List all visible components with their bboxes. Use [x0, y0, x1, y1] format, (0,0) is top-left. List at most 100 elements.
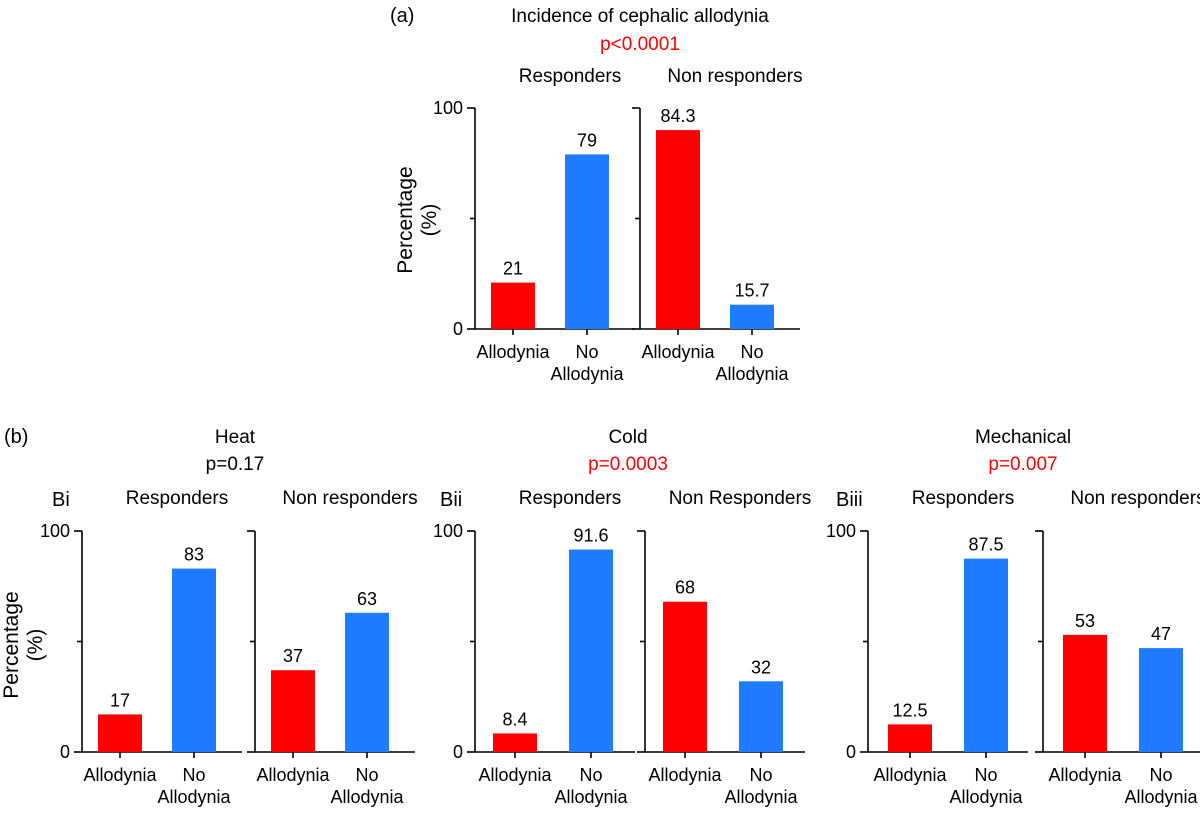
data-label: 37 [283, 646, 303, 666]
y-tick-label-100: 100 [433, 521, 463, 541]
data-label: 68 [675, 578, 695, 598]
category-label: Allodynia [550, 364, 624, 384]
data-label: 8.4 [502, 709, 527, 729]
category-label: Allodynia [873, 765, 947, 785]
chart-title: Mechanical [975, 427, 1071, 448]
category-label: Allodynia [554, 787, 628, 807]
category-label: No [749, 765, 772, 785]
y-axis-label: Percentage (%) [394, 166, 441, 273]
data-label: 53 [1075, 611, 1095, 631]
group-title: Non Responders [669, 488, 812, 509]
category-label: No [182, 765, 205, 785]
y-tick-label-100: 100 [433, 98, 463, 118]
category-label: Allodynia [1048, 765, 1122, 785]
y-axis-label-line2: (%) [418, 204, 441, 237]
category-label: No [575, 342, 598, 362]
category-label: No [974, 765, 997, 785]
panel-tag: (b) [4, 426, 28, 448]
bar-allodynia [888, 724, 932, 752]
data-label: 21 [503, 259, 523, 279]
panel-tag: (a) [390, 5, 414, 27]
data-label: 32 [751, 657, 771, 677]
data-label: 15.7 [734, 281, 769, 301]
bar-no-allodynia [739, 681, 783, 752]
category-label: Allodynia [83, 765, 157, 785]
category-label: No [740, 342, 763, 362]
data-label: 17 [110, 690, 130, 710]
group-title: Responders [519, 488, 621, 509]
bar-allodynia [493, 733, 537, 752]
chart-title: Incidence of cephalic allodynia [511, 6, 769, 27]
category-label: Allodynia [724, 787, 798, 807]
data-label: 84.3 [660, 106, 695, 126]
chart-panel-3: Bii Cold p=0.0003 Responders 100 0 8.4 Allodyni… [433, 427, 811, 807]
category-label: Allodynia [715, 364, 789, 384]
data-label: 83 [184, 545, 204, 565]
category-label: No [1149, 765, 1172, 785]
y-tick-label-0: 0 [60, 742, 70, 762]
bar-allodynia [271, 670, 315, 752]
y-axis-label-line1: Percentage [0, 591, 23, 698]
data-label: 91.6 [573, 526, 608, 546]
group-title: Non responders [667, 66, 802, 87]
group-title: Responders [912, 488, 1014, 509]
bar-allodynia [1063, 634, 1107, 752]
y-tick-label-100: 100 [40, 521, 70, 541]
y-tick-label-0: 0 [453, 742, 463, 762]
bar-allodynia [491, 282, 535, 329]
data-label: 79 [577, 130, 597, 150]
group-title: Responders [126, 488, 228, 509]
bar-no-allodynia [345, 612, 389, 752]
category-label: No [355, 765, 378, 785]
p-value: p=0.007 [988, 454, 1057, 475]
category-label: Allodynia [476, 342, 550, 362]
p-value: p<0.0001 [600, 34, 680, 55]
chart-panel-1: (a) Incidence of cephalic allodynia p<0.00… [390, 5, 803, 384]
bar-no-allodynia [1139, 648, 1183, 752]
bar-group-1: Responders10008.4Allodynia91.6NoAllodyni… [433, 488, 635, 807]
bar-allodynia [663, 601, 707, 752]
group-title: Non responders [1070, 488, 1200, 509]
bar-no-allodynia [565, 154, 609, 329]
chart-panel-2: (b) Bi Heat p=0.17 Percentage (%) Responders 10… [0, 426, 418, 807]
y-axis-label: Percentage (%) [0, 591, 47, 698]
bar-no-allodynia [172, 568, 216, 752]
bar-allodynia [656, 130, 700, 329]
category-label: Allodynia [256, 765, 330, 785]
category-label: Allodynia [330, 787, 404, 807]
bar-group-1: Responders100012.5Allodynia87.5NoAllodyn… [826, 488, 1028, 807]
chart-panel-4: Biii Mechanical p=0.007 Responders 100 0 12.5 A… [826, 427, 1200, 807]
y-axis-label-line2: (%) [24, 629, 47, 662]
data-label: 47 [1151, 624, 1171, 644]
category-label: Allodynia [157, 787, 231, 807]
chart-title: Cold [608, 427, 647, 448]
y-axis-label-line1: Percentage [394, 166, 417, 273]
bar-no-allodynia [964, 558, 1008, 752]
p-value: p=0.17 [206, 454, 265, 475]
p-value: p=0.0003 [588, 454, 668, 475]
y-tick-label-100: 100 [826, 521, 856, 541]
y-tick-label-0: 0 [846, 742, 856, 762]
data-label: 63 [357, 589, 377, 609]
y-tick-label-0: 0 [453, 319, 463, 339]
category-label: Allodynia [641, 342, 715, 362]
group-title: Non responders [282, 488, 417, 509]
sub-panel-tag: Bi [52, 489, 70, 511]
sub-panel-tag: Biii [836, 489, 863, 511]
bar-group-2: Non responders84.3Allodynia15.7NoAllodyn… [632, 66, 803, 384]
category-label: Allodynia [1124, 787, 1198, 807]
bar-allodynia [98, 714, 142, 752]
group-title: Responders [519, 66, 621, 87]
category-label: Allodynia [648, 765, 722, 785]
category-label: Allodynia [949, 787, 1023, 807]
chart-title: Heat [215, 427, 256, 448]
bar-no-allodynia [730, 304, 774, 329]
category-label: Allodynia [478, 765, 552, 785]
category-label: No [579, 765, 602, 785]
